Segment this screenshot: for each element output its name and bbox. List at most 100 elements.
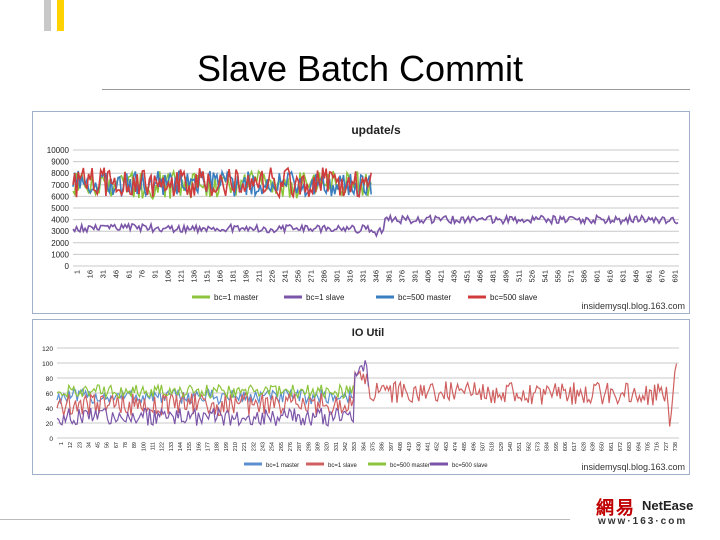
io-util-chart: IO Util 120 100 80 60 40 20 0 1 12 23 34 45 56 67 78 89 1… xyxy=(32,319,690,475)
legend-label: bc=500 slave xyxy=(490,293,538,302)
y-tick-label: 0 xyxy=(65,262,70,271)
chart-title: IO Util xyxy=(352,327,384,339)
y-tick-label: 8000 xyxy=(51,169,69,178)
x-tick-label: 286 xyxy=(320,270,329,283)
x-tick-label: 210 xyxy=(233,442,239,451)
x-tick-label: 683 xyxy=(627,442,633,451)
x-tick-label: 601 xyxy=(593,270,602,283)
x-tick-label: 298 xyxy=(306,442,312,451)
y-tick-label: 120 xyxy=(42,346,53,353)
x-tick-label: 526 xyxy=(528,270,537,283)
y-tick-label: 100 xyxy=(42,361,53,368)
x-tick-label: 646 xyxy=(632,270,641,283)
x-tick-label: 481 xyxy=(489,270,498,283)
x-tick-label: 265 xyxy=(279,442,285,451)
x-tick-label: 353 xyxy=(352,442,358,451)
x-tick-label: 606 xyxy=(563,442,569,451)
x-tick-label: 451 xyxy=(463,270,472,283)
y-tick-label: 9000 xyxy=(51,158,69,167)
y-tick-label: 10000 xyxy=(47,146,70,155)
x-tick-label: 23 xyxy=(77,442,83,448)
legend-label: bc=1 slave xyxy=(328,463,358,469)
x-tick-label: 436 xyxy=(450,270,459,283)
x-tick-label: 452 xyxy=(435,442,441,451)
x-tick-label: 133 xyxy=(169,442,175,451)
x-tick-label: 254 xyxy=(270,442,276,451)
x-tick-label: 463 xyxy=(444,442,450,451)
y-tick-label: 2000 xyxy=(51,239,69,248)
x-tick-label: 136 xyxy=(190,270,199,283)
x-tick-label: 650 xyxy=(600,442,606,451)
x-tick-label: 287 xyxy=(297,442,303,451)
x-tick-label: 391 xyxy=(411,270,420,283)
decorative-gray-bar xyxy=(44,0,51,31)
y-tick-label: 7000 xyxy=(51,181,69,190)
legend-label: bc=500 master xyxy=(398,293,451,302)
x-tick-label: 221 xyxy=(242,442,248,451)
x-tick-label: 639 xyxy=(590,442,596,451)
x-tick-label: 45 xyxy=(96,442,102,448)
y-tick-label: 40 xyxy=(46,406,54,413)
x-tick-label: 628 xyxy=(581,442,587,451)
x-tick-label: 34 xyxy=(86,442,92,448)
series-line xyxy=(56,360,369,427)
x-tick-label: 122 xyxy=(160,442,166,451)
x-tick-label: 144 xyxy=(178,442,184,451)
x-tick-label: 151 xyxy=(203,270,212,283)
x-tick-label: 541 xyxy=(541,270,550,283)
x-tick-label: 540 xyxy=(508,442,514,451)
x-tick-label: 485 xyxy=(462,442,468,451)
y-tick-label: 4000 xyxy=(51,216,69,225)
x-tick-label: 551 xyxy=(517,442,523,451)
x-tick-label: 166 xyxy=(216,270,225,283)
x-tick-label: 100 xyxy=(141,442,147,451)
x-tick-label: 496 xyxy=(471,442,477,451)
x-tick-label: 386 xyxy=(380,442,386,451)
x-tick-label: 631 xyxy=(619,270,628,283)
x-tick-label: 573 xyxy=(535,442,541,451)
x-tick-label: 1 xyxy=(73,270,82,274)
x-tick-label: 364 xyxy=(361,442,367,451)
x-tick-label: 12 xyxy=(68,442,74,448)
x-tick-label: 562 xyxy=(526,442,532,451)
x-tick-label: 691 xyxy=(671,270,680,283)
x-tick-label: 406 xyxy=(424,270,433,283)
x-tick-label: 342 xyxy=(343,442,349,451)
logo-english-text: NetEase xyxy=(642,498,694,513)
x-tick-label: 188 xyxy=(215,442,221,451)
x-tick-label: 111 xyxy=(151,442,157,450)
x-tick-label: 571 xyxy=(567,270,576,283)
x-tick-label: 166 xyxy=(196,442,202,451)
x-tick-label: 211 xyxy=(255,270,264,282)
x-tick-label: 529 xyxy=(499,442,505,451)
y-tick-label: 1000 xyxy=(51,250,69,259)
y-tick-label: 80 xyxy=(46,376,54,383)
x-tick-label: 430 xyxy=(416,442,422,451)
title-divider xyxy=(102,89,690,90)
chart-credit: insidemysql.blog.163.com xyxy=(581,462,685,472)
x-tick-label: 375 xyxy=(371,442,377,451)
x-tick-label: 16 xyxy=(86,270,95,278)
x-tick-label: 243 xyxy=(261,442,267,451)
x-tick-label: 199 xyxy=(224,442,230,451)
chart-credit: insidemysql.blog.163.com xyxy=(581,301,685,311)
x-tick-label: 76 xyxy=(138,270,147,278)
x-tick-label: 361 xyxy=(385,270,394,283)
x-tick-label: 155 xyxy=(187,442,193,451)
series-line xyxy=(56,382,354,400)
y-tick-label: 6000 xyxy=(51,192,69,201)
x-tick-label: 617 xyxy=(572,442,578,451)
x-tick-label: 309 xyxy=(316,442,322,451)
x-tick-label: 738 xyxy=(673,442,679,451)
x-tick-label: 419 xyxy=(407,442,413,451)
x-tick-label: 67 xyxy=(114,442,120,448)
x-tick-label: 181 xyxy=(229,270,238,283)
y-tick-label: 5000 xyxy=(51,204,69,213)
x-tick-label: 376 xyxy=(398,270,407,283)
netease-logo: 網易 NetEase www·163·com xyxy=(596,494,706,530)
x-tick-label: 496 xyxy=(502,270,511,283)
x-tick-label: 196 xyxy=(242,270,251,283)
update-per-second-chart: update/s 10000 9000 8000 7000 6000 5000 4000 300… xyxy=(32,111,690,314)
x-tick-label: 106 xyxy=(164,270,173,283)
